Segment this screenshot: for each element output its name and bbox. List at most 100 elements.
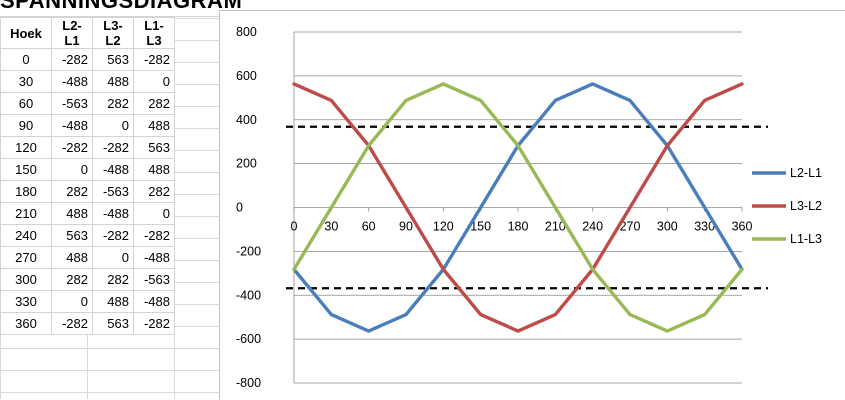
cell-value[interactable]: -563 [92,180,134,203]
cell-value[interactable]: -488 [133,246,175,269]
cell-value[interactable]: 563 [92,48,134,71]
table-row: 150 0 -488 488 [0,158,175,181]
y-tick-label: 800 [236,25,257,39]
cell-hoek[interactable]: 360 [0,312,52,335]
cell-value[interactable]: -488 [51,70,93,93]
y-tick-label: -600 [236,332,261,346]
x-tick-label: 150 [470,220,491,234]
x-tick-label: 120 [433,220,454,234]
cell-hoek[interactable]: 150 [0,158,52,181]
cell-value[interactable]: -488 [92,202,134,225]
cell-value[interactable]: 488 [133,158,175,181]
cell-hoek[interactable]: 180 [0,180,52,203]
x-tick-label: 90 [399,220,413,234]
cell-value[interactable]: 0 [133,202,175,225]
table-row: 210 488 -488 0 [0,202,175,225]
x-tick-label: 0 [291,220,298,234]
y-tick-label: -200 [236,244,261,258]
cell-hoek[interactable]: 240 [0,224,52,247]
series-line-l1-l3 [292,82,744,333]
cell-value[interactable]: -488 [51,114,93,137]
legend-label: L3-L2 [790,199,822,213]
cell-value[interactable]: -282 [51,48,93,71]
x-tick-label: 330 [694,220,715,234]
header-hoek[interactable]: Hoek [0,17,52,49]
cell-value[interactable]: 0 [51,158,93,181]
cell-hoek[interactable]: 0 [0,48,52,71]
cell-hoek[interactable]: 270 [0,246,52,269]
cell-value[interactable]: -488 [92,158,134,181]
cell-hoek[interactable]: 120 [0,136,52,159]
table-header-row: Hoek L2-L1 L3-L2 L1-L3 [0,17,175,49]
y-tick-label: -800 [236,376,261,390]
table-row: 120 -282 -282 563 [0,136,175,159]
x-tick-label: 240 [582,220,603,234]
x-tick-label: 270 [620,220,641,234]
cell-value[interactable]: 563 [133,136,175,159]
x-tick-label: 360 [732,220,753,234]
cell-value[interactable]: -563 [133,268,175,291]
legend-label: L1-L3 [790,232,822,246]
table-row: 90 -488 0 488 [0,114,175,137]
cell-value[interactable]: -282 [51,312,93,335]
header-l3-l2[interactable]: L3-L2 [92,17,134,49]
cell-value[interactable]: -282 [51,136,93,159]
legend-label: L2-L1 [790,166,822,180]
data-table: Hoek L2-L1 L3-L2 L1-L3 0 -282 563 -282 30 -48… [0,17,175,335]
table-row: 0 -282 563 -282 [0,48,175,71]
y-tick-label: -400 [236,288,261,302]
cell-value[interactable]: -282 [133,48,175,71]
cell-value[interactable]: -282 [92,224,134,247]
cell-value[interactable]: -563 [51,92,93,115]
x-tick-label: 60 [362,220,376,234]
cell-value[interactable]: 488 [92,70,134,93]
cell-value[interactable]: 488 [133,114,175,137]
cell-value[interactable]: 282 [51,268,93,291]
cell-hoek[interactable]: 330 [0,290,52,313]
header-l2-l1[interactable]: L2-L1 [51,17,93,49]
cell-value[interactable]: 488 [51,246,93,269]
cell-value[interactable]: -282 [92,136,134,159]
cell-value[interactable]: -282 [133,224,175,247]
header-l1-l3[interactable]: L1-L3 [133,17,175,49]
cell-value[interactable]: 282 [51,180,93,203]
cell-value[interactable]: 0 [92,114,134,137]
table-row: 30 -488 488 0 [0,70,175,93]
table-row: 180 282 -563 282 [0,180,175,203]
y-tick-label: 600 [236,69,257,83]
cell-value[interactable]: 563 [51,224,93,247]
line-chart: 800 600 400 200 0 -200 -400 -600 -800 0 30 60 90 120 1… [236,25,822,390]
cell-value[interactable]: 282 [92,92,134,115]
cell-value[interactable]: 0 [133,70,175,93]
cell-value[interactable]: 282 [133,92,175,115]
table-row: 300 282 282 -563 [0,268,175,291]
cell-value[interactable]: 282 [92,268,134,291]
y-tick-label: 0 [236,201,243,215]
cell-hoek[interactable]: 300 [0,268,52,291]
y-tick-label: 200 [236,157,257,171]
x-tick-label: 210 [545,220,566,234]
cell-value[interactable]: 488 [92,290,134,313]
table-row: 60 -563 282 282 [0,92,175,115]
table-row: 330 0 488 -488 [0,290,175,313]
cell-value[interactable]: -488 [133,290,175,313]
cell-hoek[interactable]: 30 [0,70,52,93]
cell-value[interactable]: -282 [133,312,175,335]
cell-hoek[interactable]: 60 [0,92,52,115]
table-row: 360 -282 563 -282 [0,312,175,335]
x-tick-label: 180 [508,220,529,234]
cell-value[interactable]: 563 [92,312,134,335]
y-tick-label: 400 [236,113,257,127]
cell-value[interactable]: 0 [51,290,93,313]
table-row: 240 563 -282 -282 [0,224,175,247]
table-row: 270 488 0 -488 [0,246,175,269]
cell-hoek[interactable]: 210 [0,202,52,225]
chart-area[interactable]: 800 600 400 200 0 -200 -400 -600 -800 0 30 60 90 120 1… [219,10,845,400]
cell-value[interactable]: 0 [92,246,134,269]
cell-value[interactable]: 488 [51,202,93,225]
x-tick-label: 300 [657,220,678,234]
sheet-title: SPANNINGSDIAGRAM [0,0,243,13]
cell-hoek[interactable]: 90 [0,114,52,137]
cell-value[interactable]: 282 [133,180,175,203]
x-tick-label: 30 [324,220,338,234]
